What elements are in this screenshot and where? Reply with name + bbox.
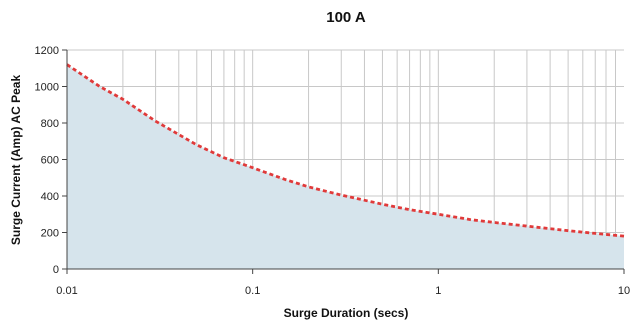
x-tick-label: 10 [618, 285, 630, 297]
tick-labels: 0 200 400 600 800 1000 1200 0.01 0.1 1 10 [35, 45, 631, 297]
x-axis-label: Surge Duration (secs) [284, 306, 409, 320]
y-tick-label: 1000 [35, 82, 59, 94]
axes [62, 49, 625, 274]
y-tick-label: 600 [41, 155, 59, 167]
chart-title: 100 A [326, 9, 366, 26]
x-tick-label: 0.01 [56, 285, 77, 297]
y-tick-label: 800 [41, 118, 59, 130]
y-tick-label: 1200 [35, 45, 59, 57]
area-layer [66, 63, 625, 269]
y-tick-label: 0 [53, 264, 59, 276]
y-tick-label: 400 [41, 191, 59, 203]
x-tick-label: 0.1 [245, 285, 260, 297]
area-fill [67, 64, 624, 269]
x-tick-label: 1 [435, 285, 441, 297]
y-axis-label: Surge Current (Amp) AC Peak [9, 75, 23, 246]
series-line [66, 63, 625, 238]
y-tick-label: 200 [41, 228, 59, 240]
